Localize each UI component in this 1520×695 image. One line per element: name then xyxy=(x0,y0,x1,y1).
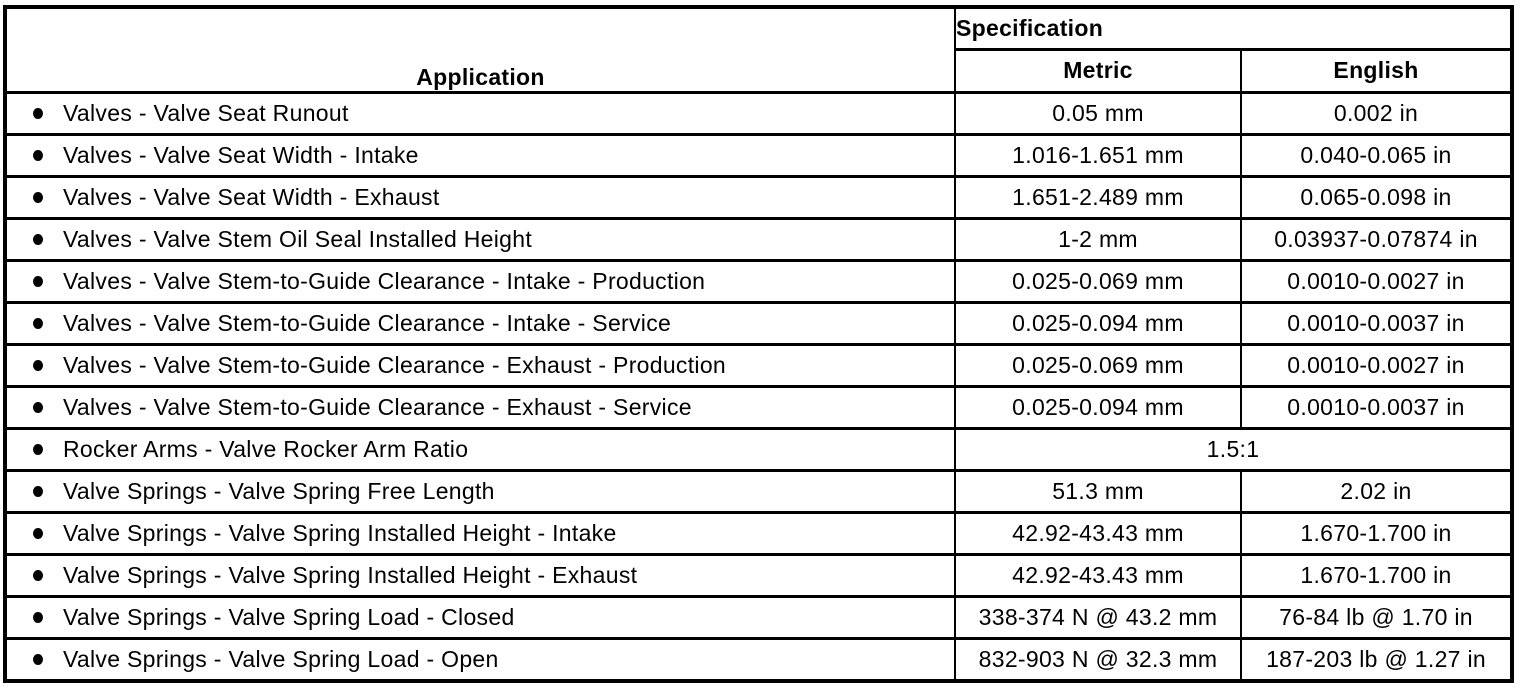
bullet-icon xyxy=(33,570,43,582)
metric-header: Metric xyxy=(954,47,1242,94)
bullet-icon xyxy=(33,528,43,540)
header-row-units: Metric English xyxy=(5,47,1514,94)
table-row: Valve Springs - Valve Spring Load - Open… xyxy=(4,636,1514,683)
application-label: Valves - Valve Stem Oil Seal Installed H… xyxy=(63,225,533,252)
table-row: Valves - Valve Stem-to-Guide Clearance -… xyxy=(4,258,1514,304)
application-cell: Valve Springs - Valve Spring Installed H… xyxy=(4,552,956,598)
bullet-icon xyxy=(33,233,43,245)
english-value: 0.0010-0.0037 in xyxy=(1239,300,1514,346)
bullet-icon xyxy=(33,612,43,624)
bullet-icon xyxy=(33,149,43,161)
table-row: Valves - Valve Seat Runout 0.05 mm 0.002… xyxy=(4,90,1514,136)
metric-value: 0.025-0.094 mm xyxy=(954,300,1242,346)
application-cell: Valves - Valve Stem Oil Seal Installed H… xyxy=(4,216,956,262)
metric-value: 0.025-0.069 mm xyxy=(954,342,1242,388)
application-cell: Valves - Valve Stem-to-Guide Clearance -… xyxy=(4,342,956,388)
table-row: Valves - Valve Seat Width - Intake 1.016… xyxy=(4,132,1514,178)
english-value: 76-84 lb @ 1.70 in xyxy=(1239,594,1514,640)
table-row: Valve Springs - Valve Spring Installed H… xyxy=(4,552,1514,598)
bullet-icon xyxy=(33,275,43,287)
application-header: Application xyxy=(4,5,956,94)
application-label: Valve Springs - Valve Spring Installed H… xyxy=(63,561,638,588)
table-row: Rocker Arms - Valve Rocker Arm Ratio 1.5… xyxy=(4,426,1514,472)
application-cell: Valves - Valve Stem-to-Guide Clearance -… xyxy=(4,300,956,346)
english-header: English xyxy=(1239,47,1514,94)
application-cell: Valves - Valve Seat Runout xyxy=(4,90,956,136)
application-cell: Valve Springs - Valve Spring Installed H… xyxy=(4,510,956,556)
english-value: 0.0010-0.0037 in xyxy=(1239,384,1514,430)
table-row: Valves - Valve Seat Width - Exhaust 1.65… xyxy=(4,174,1514,220)
application-label: Valve Springs - Valve Spring Free Length xyxy=(63,477,495,504)
metric-value: 42.92-43.43 mm xyxy=(954,510,1242,556)
application-cell: Valve Springs - Valve Spring Free Length xyxy=(4,468,956,514)
specifications-table: Application Specification Metric English… xyxy=(3,5,1515,683)
header-row-specification: Application Specification xyxy=(4,5,1514,94)
application-cell: Valve Springs - Valve Spring Load - Open xyxy=(4,636,956,683)
application-cell: Valves - Valve Seat Width - Intake xyxy=(4,132,956,178)
metric-value: 0.025-0.069 mm xyxy=(954,258,1242,304)
application-label: Valves - Valve Stem-to-Guide Clearance -… xyxy=(63,267,706,294)
metric-value: 1.016-1.651 mm xyxy=(954,132,1242,178)
english-value: 187-203 lb @ 1.27 in xyxy=(1239,636,1514,683)
table-row: Valve Springs - Valve Spring Free Length… xyxy=(4,468,1514,514)
application-cell: Valves - Valve Stem-to-Guide Clearance -… xyxy=(4,384,956,430)
bullet-icon xyxy=(33,486,43,498)
metric-value: 42.92-43.43 mm xyxy=(954,552,1242,598)
english-value: 0.040-0.065 in xyxy=(1239,132,1514,178)
metric-value: 51.3 mm xyxy=(954,468,1242,514)
bullet-icon xyxy=(33,191,43,203)
application-cell: Valves - Valve Seat Width - Exhaust xyxy=(4,174,956,220)
bullet-icon xyxy=(33,654,43,666)
specification-header: Specification xyxy=(953,5,1514,51)
english-value: 1.670-1.700 in xyxy=(1239,552,1514,598)
application-label: Rocker Arms - Valve Rocker Arm Ratio xyxy=(63,435,469,462)
metric-value: 1-2 mm xyxy=(954,216,1242,262)
application-label: Valve Springs - Valve Spring Load - Clos… xyxy=(63,603,515,630)
application-label: Valves - Valve Seat Width - Exhaust xyxy=(63,183,440,210)
table-row: Valves - Valve Stem-to-Guide Clearance -… xyxy=(4,384,1514,430)
english-value: 0.0010-0.0027 in xyxy=(1239,342,1514,388)
metric-value: 0.05 mm xyxy=(954,90,1242,136)
merged-specification-value: 1.5:1 xyxy=(953,426,1514,472)
table-row: Valves - Valve Stem-to-Guide Clearance -… xyxy=(4,342,1514,388)
metric-value: 1.651-2.489 mm xyxy=(954,174,1242,220)
application-label: Valve Springs - Valve Spring Installed H… xyxy=(63,519,617,546)
bullet-icon xyxy=(33,318,43,329)
application-label: Valves - Valve Seat Runout xyxy=(63,99,349,126)
application-label: Valve Springs - Valve Spring Load - Open xyxy=(63,645,499,672)
english-value: 0.03937-0.07874 in xyxy=(1239,216,1514,262)
application-label: Valves - Valve Stem-to-Guide Clearance -… xyxy=(63,351,727,378)
english-value: 2.02 in xyxy=(1239,468,1514,514)
bullet-icon xyxy=(33,444,43,456)
application-cell: Valve Springs - Valve Spring Load - Clos… xyxy=(4,594,956,640)
bullet-icon xyxy=(33,360,43,372)
bullet-icon xyxy=(33,402,43,414)
english-value: 0.065-0.098 in xyxy=(1239,174,1514,220)
application-cell: Rocker Arms - Valve Rocker Arm Ratio xyxy=(4,426,956,472)
bullet-icon xyxy=(33,107,43,119)
metric-value: 832-903 N @ 32.3 mm xyxy=(954,636,1242,683)
english-value: 0.0010-0.0027 in xyxy=(1239,258,1514,304)
table-row: Valve Springs - Valve Spring Installed H… xyxy=(4,510,1514,556)
metric-value: 338-374 N @ 43.2 mm xyxy=(954,594,1242,640)
english-value: 0.002 in xyxy=(1239,90,1514,136)
application-cell: Valves - Valve Stem-to-Guide Clearance -… xyxy=(4,258,956,304)
application-label: Valves - Valve Stem-to-Guide Clearance -… xyxy=(63,309,672,336)
english-value: 1.670-1.700 in xyxy=(1239,510,1514,556)
application-label: Valves - Valve Stem-to-Guide Clearance -… xyxy=(63,393,692,420)
table-row: Valve Springs - Valve Spring Load - Clos… xyxy=(4,594,1514,640)
metric-value: 0.025-0.094 mm xyxy=(954,384,1242,430)
application-label: Valves - Valve Seat Width - Intake xyxy=(63,141,419,168)
table-row: Valves - Valve Stem Oil Seal Installed H… xyxy=(4,216,1514,262)
table-row: Valves - Valve Stem-to-Guide Clearance -… xyxy=(4,300,1514,346)
